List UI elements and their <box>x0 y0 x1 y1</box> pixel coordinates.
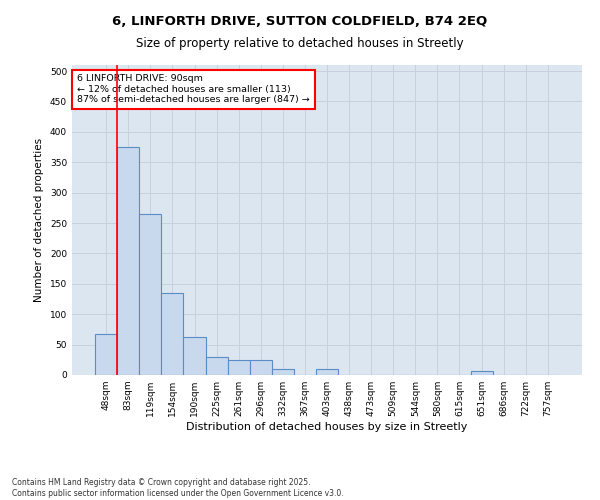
Text: Size of property relative to detached houses in Streetly: Size of property relative to detached ho… <box>136 38 464 51</box>
Text: Contains HM Land Registry data © Crown copyright and database right 2025.
Contai: Contains HM Land Registry data © Crown c… <box>12 478 344 498</box>
Bar <box>161 293 184 375</box>
Bar <box>184 338 206 375</box>
Bar <box>272 369 294 375</box>
Bar <box>95 334 117 375</box>
Bar <box>117 147 139 375</box>
Text: 6, LINFORTH DRIVE, SUTTON COLDFIELD, B74 2EQ: 6, LINFORTH DRIVE, SUTTON COLDFIELD, B74… <box>112 15 488 28</box>
Bar <box>206 357 227 375</box>
Bar <box>227 360 250 375</box>
Bar <box>250 360 272 375</box>
Y-axis label: Number of detached properties: Number of detached properties <box>34 138 44 302</box>
Bar <box>316 369 338 375</box>
Text: 6 LINFORTH DRIVE: 90sqm
← 12% of detached houses are smaller (113)
87% of semi-d: 6 LINFORTH DRIVE: 90sqm ← 12% of detache… <box>77 74 310 104</box>
Bar <box>470 370 493 375</box>
X-axis label: Distribution of detached houses by size in Streetly: Distribution of detached houses by size … <box>187 422 467 432</box>
Bar <box>139 214 161 375</box>
